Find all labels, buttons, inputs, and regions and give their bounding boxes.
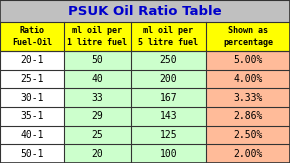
Bar <box>130 126 206 144</box>
Bar <box>206 51 290 70</box>
Bar <box>0 144 64 163</box>
Text: Shown as
percentage: Shown as percentage <box>223 26 273 47</box>
Text: ml oil per
5 litre fuel: ml oil per 5 litre fuel <box>138 26 198 47</box>
Bar <box>130 51 206 70</box>
Text: 167: 167 <box>160 93 177 103</box>
Text: 35-1: 35-1 <box>20 111 44 121</box>
Bar <box>64 126 130 144</box>
Text: ml oil per
1 litre fuel: ml oil per 1 litre fuel <box>67 26 127 47</box>
Bar <box>206 22 290 51</box>
Bar <box>130 88 206 107</box>
Bar <box>206 70 290 88</box>
Bar <box>0 51 64 70</box>
Text: 25-1: 25-1 <box>20 74 44 84</box>
Bar <box>130 107 206 126</box>
Text: 200: 200 <box>160 74 177 84</box>
Text: 2.00%: 2.00% <box>233 149 263 159</box>
Text: 50: 50 <box>91 55 103 65</box>
Bar <box>130 22 206 51</box>
Text: 40: 40 <box>91 74 103 84</box>
Text: 143: 143 <box>160 111 177 121</box>
Bar <box>64 107 130 126</box>
Text: 33: 33 <box>91 93 103 103</box>
Bar <box>64 88 130 107</box>
Text: 29: 29 <box>91 111 103 121</box>
Bar <box>206 88 290 107</box>
Bar <box>0 70 64 88</box>
Bar <box>0 0 290 22</box>
Bar <box>206 144 290 163</box>
Bar <box>0 22 64 51</box>
Bar <box>64 70 130 88</box>
Text: 50-1: 50-1 <box>20 149 44 159</box>
Text: 20: 20 <box>91 149 103 159</box>
Text: 100: 100 <box>160 149 177 159</box>
Bar <box>206 126 290 144</box>
Bar <box>64 51 130 70</box>
Text: Ratio
Fuel-Oil: Ratio Fuel-Oil <box>12 26 52 47</box>
Bar <box>64 22 130 51</box>
Text: 20-1: 20-1 <box>20 55 44 65</box>
Bar <box>0 88 64 107</box>
Text: 40-1: 40-1 <box>20 130 44 140</box>
Bar <box>206 107 290 126</box>
Text: PSUK Oil Ratio Table: PSUK Oil Ratio Table <box>68 5 222 18</box>
Text: 2.86%: 2.86% <box>233 111 263 121</box>
Text: 4.00%: 4.00% <box>233 74 263 84</box>
Bar <box>64 144 130 163</box>
Text: 25: 25 <box>91 130 103 140</box>
Text: 250: 250 <box>160 55 177 65</box>
Bar <box>0 107 64 126</box>
Text: 30-1: 30-1 <box>20 93 44 103</box>
Bar <box>130 70 206 88</box>
Text: 5.00%: 5.00% <box>233 55 263 65</box>
Text: 2.50%: 2.50% <box>233 130 263 140</box>
Bar <box>0 126 64 144</box>
Text: 125: 125 <box>160 130 177 140</box>
Text: 3.33%: 3.33% <box>233 93 263 103</box>
Bar <box>130 144 206 163</box>
